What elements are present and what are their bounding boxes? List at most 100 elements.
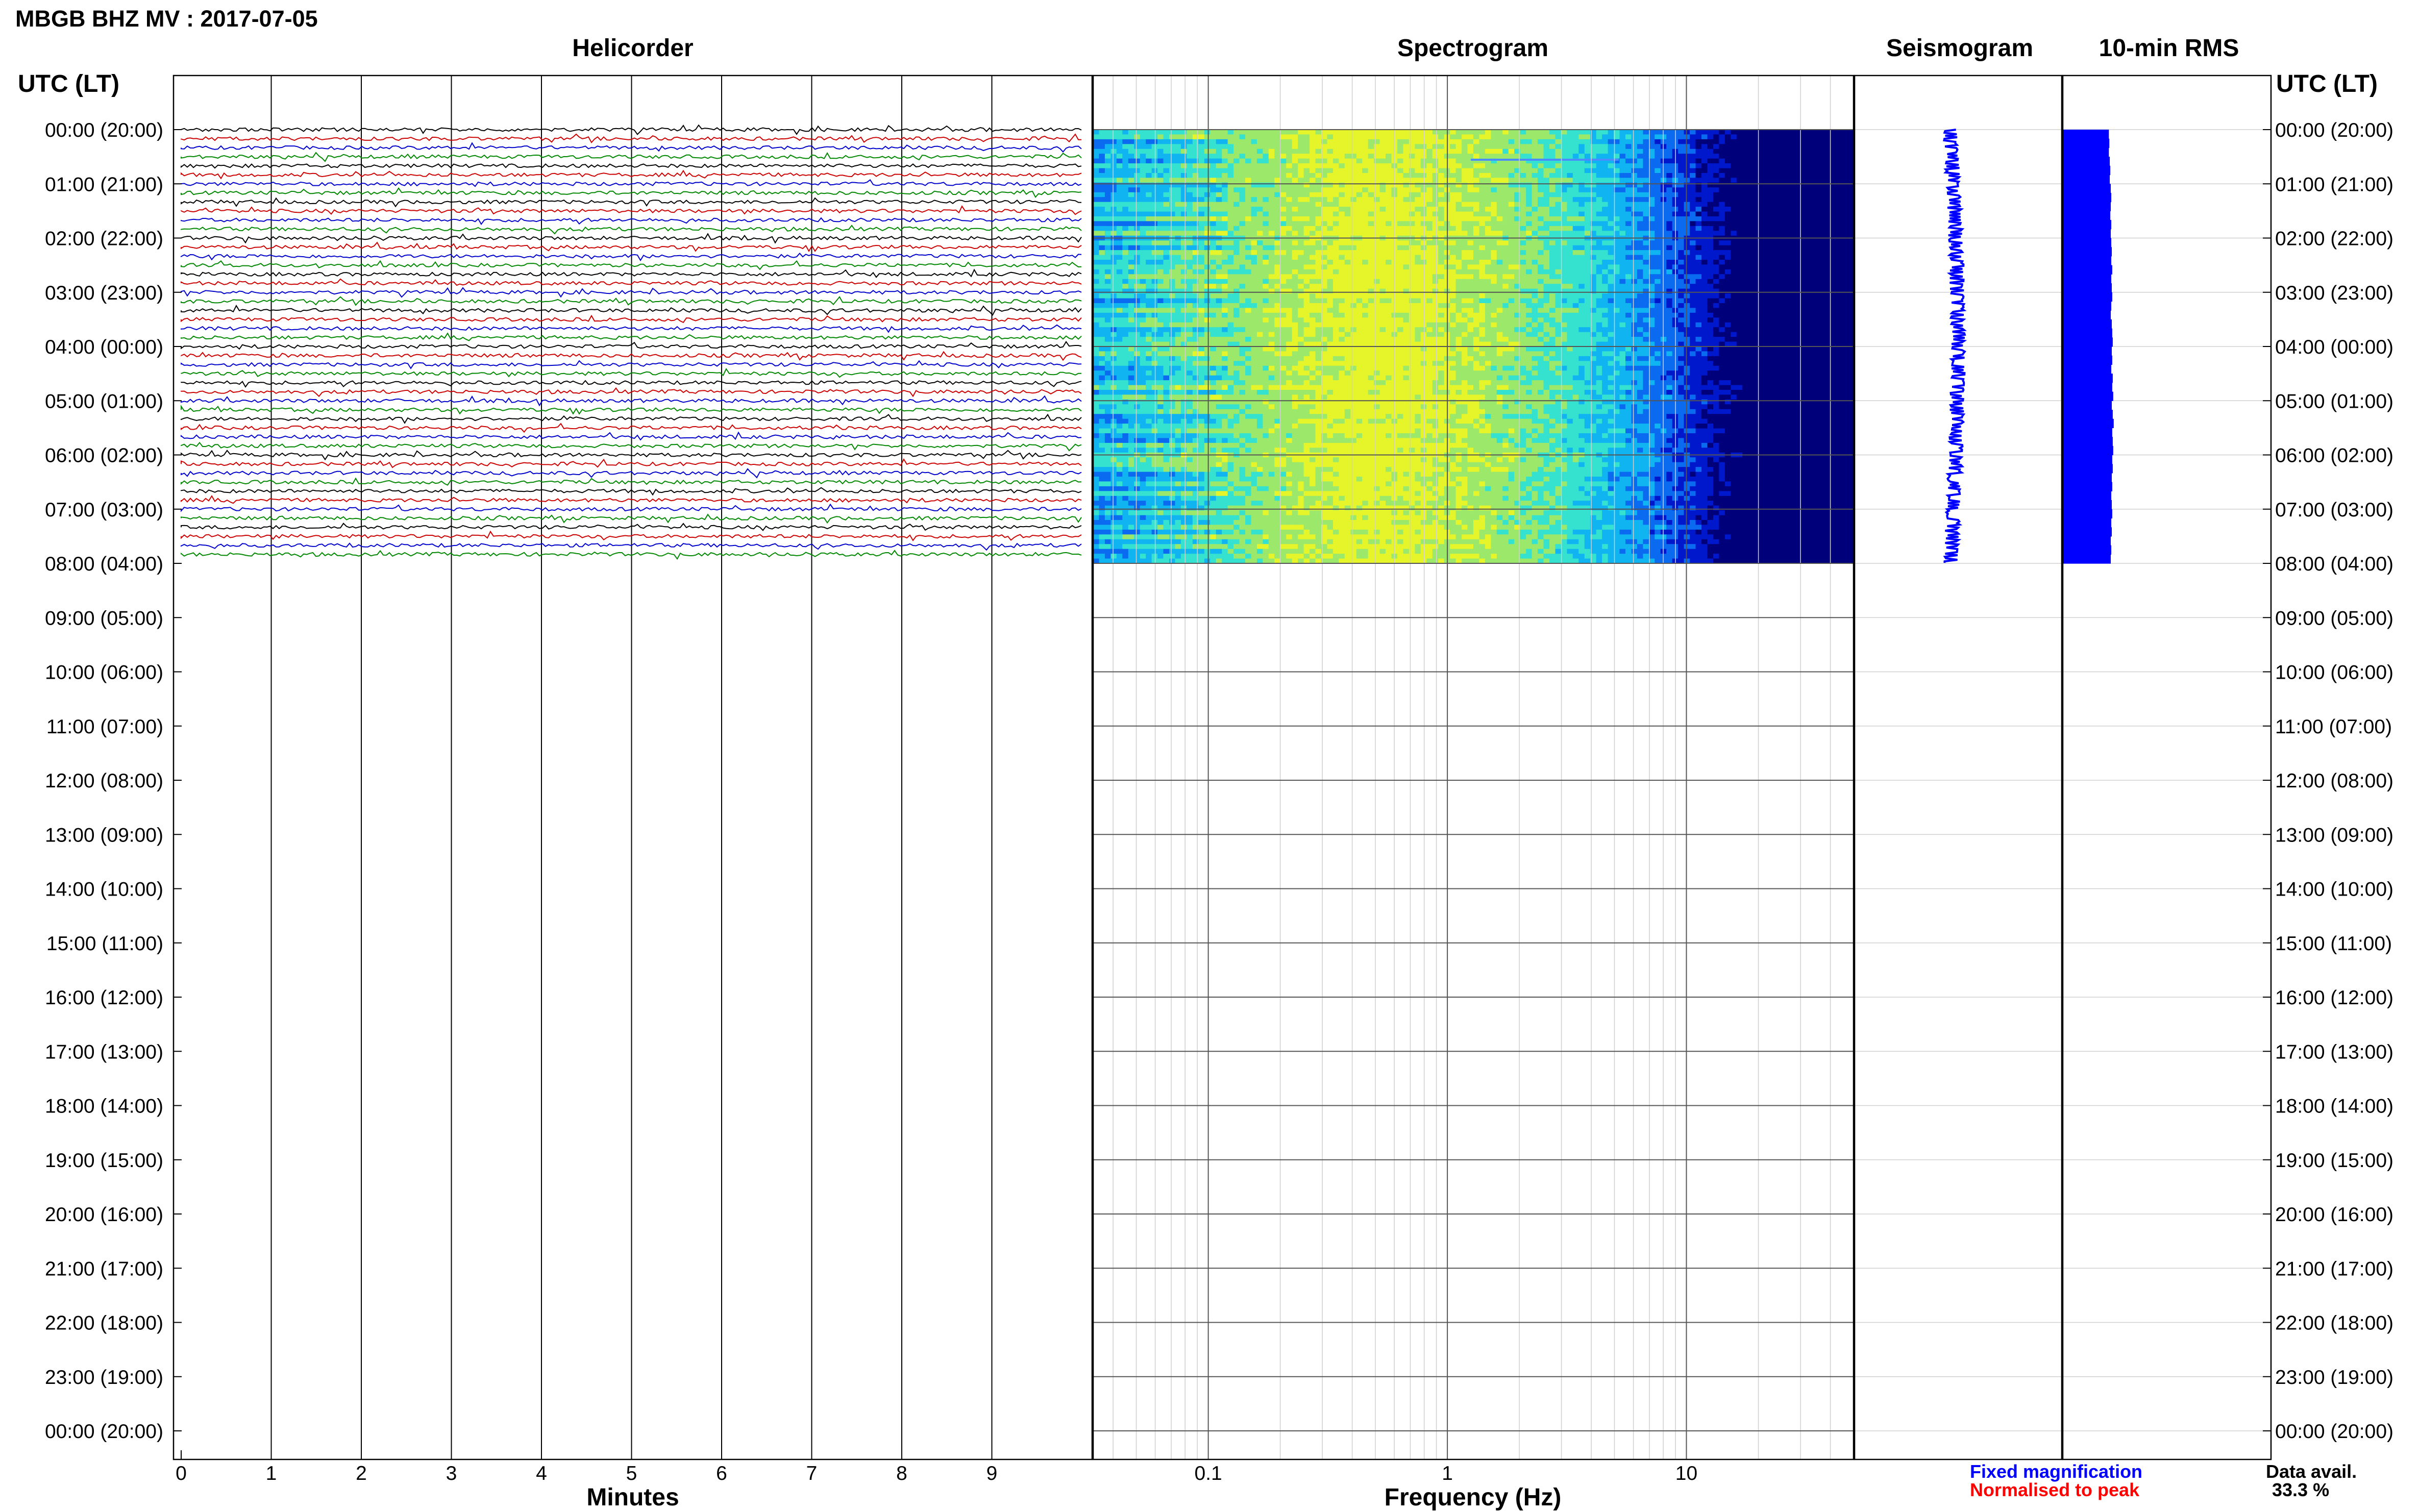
spectrogram-cell: [1339, 211, 1345, 217]
spectrogram-cell: [1187, 284, 1193, 289]
spectrogram-cell: [1163, 260, 1170, 265]
spectrogram-cell: [1549, 284, 1556, 289]
spectrogram-cell: [1332, 144, 1340, 150]
spectrogram-cell: [1116, 264, 1123, 270]
spectrogram-cell: [1239, 293, 1246, 299]
spectrogram-cell: [1222, 226, 1228, 232]
spectrogram-cell: [1128, 144, 1135, 150]
spectrogram-cell: [1292, 139, 1298, 145]
spectrogram-cell: [1807, 245, 1813, 251]
spectrogram-cell: [1134, 216, 1141, 222]
spectrogram-cell: [1713, 293, 1720, 299]
spectrogram-cell: [1842, 308, 1848, 313]
spectrogram-cell: [1128, 240, 1135, 246]
spectrogram-cell: [1731, 144, 1737, 150]
spectrogram-cell: [1836, 148, 1842, 154]
spectrogram-cell: [1163, 178, 1170, 183]
spectrogram-cell: [1251, 298, 1257, 304]
spectrogram-cell: [1263, 144, 1269, 150]
spectrogram-cell: [1204, 130, 1211, 135]
spectrogram-cell: [1800, 293, 1808, 299]
spectrogram-cell: [1666, 158, 1673, 164]
spectrogram-cell: [1520, 158, 1526, 164]
spectrogram-cell: [1479, 264, 1486, 270]
spectrogram-cell: [1619, 211, 1626, 217]
spectrogram-cell: [1415, 163, 1421, 169]
spectrogram-cell: [1748, 139, 1755, 145]
spectrogram-cell: [1724, 207, 1732, 212]
spectrogram-cell: [1742, 250, 1749, 256]
spectrogram-cell: [1274, 192, 1281, 197]
spectrogram-cell: [1450, 178, 1457, 183]
spectrogram-cell: [1713, 154, 1720, 159]
spectrogram-cell: [1491, 130, 1497, 135]
spectrogram-cell: [1473, 293, 1480, 299]
spectrogram-cell: [1198, 240, 1205, 246]
spectrogram-cell: [1608, 274, 1614, 280]
spectrogram-cell: [1286, 231, 1293, 236]
spectrogram-cell: [1315, 148, 1322, 154]
spectrogram-cell: [1619, 144, 1626, 150]
spectrogram-cell: [1473, 269, 1480, 275]
spectrogram-cell: [1116, 308, 1123, 313]
spectrogram-cell: [1099, 211, 1105, 217]
spectrogram-cell: [1754, 279, 1761, 284]
spectrogram-cell: [1403, 279, 1410, 284]
spectrogram-cell: [1795, 269, 1801, 275]
spectrogram-cell: [1286, 139, 1293, 145]
spectrogram-cell: [1807, 216, 1813, 222]
spectrogram-cell: [1151, 298, 1158, 304]
spectrogram-cell: [1321, 182, 1328, 188]
spectrogram-cell: [1163, 269, 1170, 275]
spectrogram-cell: [1608, 192, 1614, 197]
spectrogram-cell: [1561, 284, 1568, 289]
spectrogram-cell: [1526, 293, 1533, 299]
spectrogram-cell: [1707, 264, 1714, 270]
spectrogram-cell: [1766, 148, 1772, 154]
spectrogram-cell: [1567, 144, 1573, 150]
spectrogram-cell: [1274, 207, 1281, 212]
spectrogram-cell: [1602, 139, 1609, 145]
spectrogram-cell: [1280, 274, 1287, 280]
spectrogram-cell: [1783, 264, 1790, 270]
spectrogram-cell: [1403, 154, 1410, 159]
spectrogram-cell: [1496, 240, 1503, 246]
spectrogram-cell: [1233, 264, 1240, 270]
spectrogram-cell: [1245, 178, 1252, 183]
spectrogram-cell: [1462, 250, 1468, 256]
spectrogram-cell: [1701, 240, 1708, 246]
spectrogram-cell: [1549, 303, 1556, 309]
spectrogram-cell: [1584, 202, 1591, 207]
spectrogram-cell: [1795, 173, 1801, 179]
spectrogram-cell: [1151, 187, 1158, 193]
spectrogram-cell: [1736, 231, 1743, 236]
spectrogram-cell: [1532, 178, 1538, 183]
spectrogram-cell: [1479, 192, 1486, 197]
spectrogram-cell: [1438, 245, 1445, 251]
spectrogram-cell: [1526, 260, 1533, 265]
spectrogram-cell: [1590, 245, 1597, 251]
spectrogram-cell: [1157, 260, 1164, 265]
spectrogram-cell: [1180, 284, 1188, 289]
spectrogram-cell: [1374, 192, 1380, 197]
spectrogram-cell: [1227, 298, 1234, 304]
spectrogram-cell: [1789, 158, 1796, 164]
spectrogram-cell: [1455, 192, 1462, 197]
spectrogram-cell: [1403, 250, 1410, 256]
spectrogram-cell: [1742, 154, 1749, 159]
spectrogram-cell: [1426, 221, 1433, 227]
spectrogram-cell: [1204, 154, 1211, 159]
spectrogram-cell: [1280, 269, 1287, 275]
spectrogram-cell: [1473, 163, 1480, 169]
spectrogram-cell: [1619, 202, 1626, 207]
spectrogram-cell: [1169, 255, 1176, 260]
spectrogram-cell: [1327, 139, 1334, 145]
spectrogram-cell: [1812, 245, 1819, 251]
spectrogram-cell: [1789, 216, 1796, 222]
spectrogram-cell: [1724, 178, 1732, 183]
spectrogram-cell: [1847, 148, 1854, 154]
spectrogram-cell: [1298, 250, 1304, 256]
spectrogram-cell: [1187, 158, 1193, 164]
spectrogram-cell: [1625, 211, 1632, 217]
spectrogram-cell: [1800, 192, 1808, 197]
